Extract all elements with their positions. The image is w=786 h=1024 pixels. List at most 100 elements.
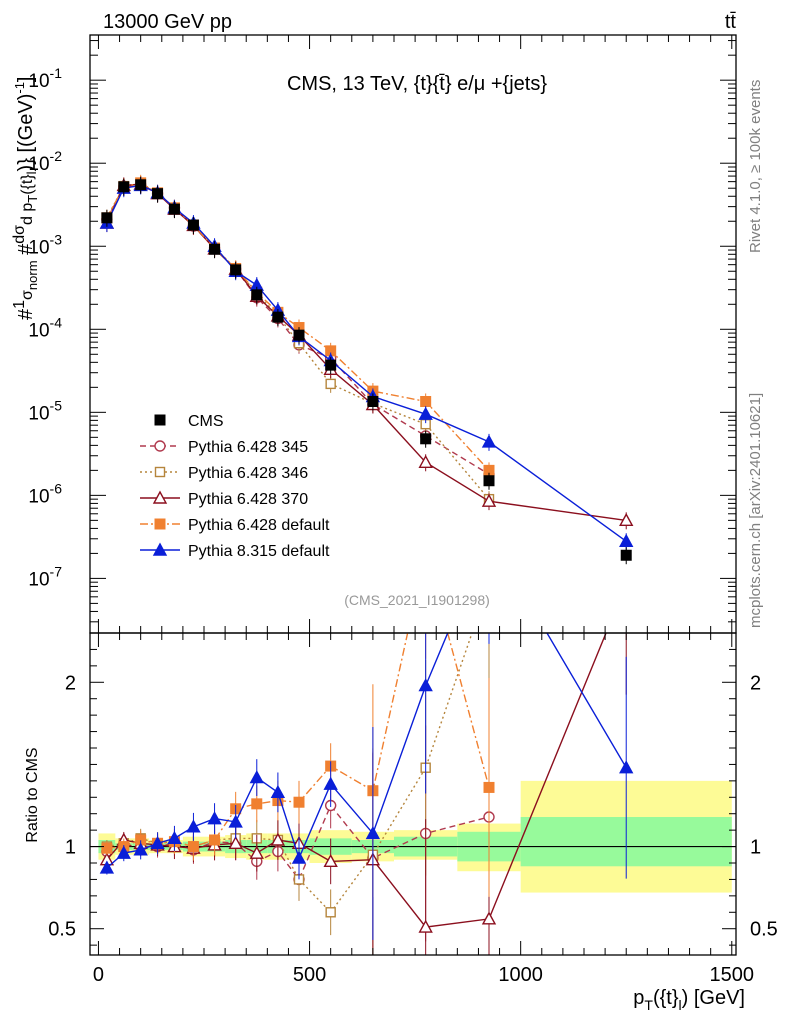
y-label-norm-sub: norm xyxy=(25,260,40,290)
series-line-p8 xyxy=(106,184,627,542)
ratio-point-p8 xyxy=(418,678,433,692)
ratio-y-tick-label-right: 0.5 xyxy=(750,919,778,941)
ratio-plot-frame xyxy=(89,632,737,956)
y-tick-label: 10-6 xyxy=(28,480,62,507)
ratio-point-p8 xyxy=(99,860,115,874)
ratio-point-p8 xyxy=(483,528,495,539)
y-tick-exponent: -3 xyxy=(50,231,63,247)
y-label-dsigma: dσ xyxy=(11,225,28,244)
main-plot-frame xyxy=(89,34,737,634)
ratio-y-axis-label: Ratio to CMS xyxy=(24,747,41,842)
legend: CMS Pythia 6.428 345 Pythia 6.428 346 Pythi… xyxy=(140,413,330,560)
ratio-point-pdef xyxy=(187,841,199,853)
ratio-point-p8 xyxy=(249,770,264,784)
y-label-hash: # xyxy=(15,243,37,261)
ratio-point-p8 xyxy=(186,819,201,833)
ratio-point-p8 xyxy=(207,811,222,825)
x-axis-label: pT({t}l) [GeV] xyxy=(633,987,745,1013)
ratio-point-pdef xyxy=(483,781,495,793)
y-label-t-sub: T xyxy=(25,195,40,203)
ratio-series-p8 xyxy=(99,528,634,940)
ratio-point-pdef xyxy=(251,798,263,810)
y-tick-exponent: -1 xyxy=(50,65,63,81)
data-point-pdef xyxy=(420,396,432,408)
x-tick-label: 1500 xyxy=(710,964,755,986)
y-tick-base: 10 xyxy=(28,403,49,424)
y-label-close: ] xyxy=(15,77,37,83)
ratio-point-p8 xyxy=(270,784,286,799)
main-y-axis-label: #1σnorm #dσd pT({t}l)} [(GeV)-1] xyxy=(11,77,40,320)
legend-entry-p8: Pythia 8.315 default xyxy=(140,542,330,560)
ratio-point-p8 xyxy=(133,842,148,856)
data-point-CMS xyxy=(135,179,147,191)
legend-marker xyxy=(154,466,166,478)
data-point-p370 xyxy=(481,493,497,507)
ratio-point-p370 xyxy=(418,919,433,933)
y-tick-base: 10 xyxy=(28,154,49,175)
main-data-layer xyxy=(99,174,634,565)
plot-title: CMS, 13 TeV, {t}{t̄} e/μ +{jets} xyxy=(287,73,547,95)
legend-marker xyxy=(154,518,166,530)
y-tick-label: 10-1 xyxy=(28,65,62,92)
legend-label: Pythia 6.428 default xyxy=(188,517,330,534)
ratio-series-p370 xyxy=(99,578,632,955)
ratio-point-p8 xyxy=(150,835,165,849)
legend-marker xyxy=(152,490,168,504)
ratio-y-tick-label-left: 1 xyxy=(65,837,76,859)
main-plot-panel: CMS, 13 TeV, {t}{t̄} e/μ +{jets} (CMS_20… xyxy=(28,34,737,634)
data-point-CMS xyxy=(325,359,337,371)
ratio-point-p370 xyxy=(323,853,338,868)
y-tick-exponent: -2 xyxy=(50,148,63,164)
y-tick-label: 10-2 xyxy=(28,148,62,175)
legend-label: Pythia 6.428 370 xyxy=(188,491,308,508)
x-label-tl: ({t} xyxy=(653,987,679,1009)
y-tick-base: 10 xyxy=(28,569,49,590)
ratio-point-p370 xyxy=(620,578,632,589)
ratio-line-p370 xyxy=(106,633,607,928)
data-point-CMS xyxy=(293,329,305,341)
ratio-point-p8 xyxy=(167,830,182,845)
y-label-one: 1 xyxy=(11,300,28,309)
legend-entry-p370: Pythia 6.428 370 xyxy=(140,490,308,508)
y-tick-base: 10 xyxy=(28,320,49,341)
ratio-point-p370 xyxy=(270,832,286,846)
y-label-exp: -1 xyxy=(12,82,27,94)
data-point-p370 xyxy=(418,454,433,469)
ratio-point-pdef xyxy=(421,546,431,556)
x-label-p: p xyxy=(633,987,644,1009)
data-point-CMS xyxy=(118,181,130,193)
legend-entry-pdef: Pythia 6.428 default xyxy=(140,517,330,534)
y-tick-label: 10-3 xyxy=(28,231,62,258)
data-point-CMS xyxy=(168,203,180,215)
y-tick-base: 10 xyxy=(28,71,49,92)
ratio-point-p8 xyxy=(323,776,338,790)
ratio-line-p346 xyxy=(106,633,473,914)
data-point-CMS xyxy=(187,219,199,231)
data-point-p346 xyxy=(325,378,336,390)
x-tick-label: 1000 xyxy=(498,964,543,986)
ratio-point-p370 xyxy=(249,845,264,859)
ratio-point-pdef xyxy=(209,834,221,846)
data-point-CMS xyxy=(620,549,632,561)
y-tick-exponent: -6 xyxy=(50,480,63,496)
ratio-point-p346 xyxy=(325,907,336,918)
legend-entry-p345: Pythia 6.428 345 xyxy=(140,439,308,456)
y-tick-base: 10 xyxy=(28,237,49,258)
y-label-sigma: σ xyxy=(19,290,36,300)
legend-marker xyxy=(152,542,168,556)
y-label-l-sub: l xyxy=(24,171,39,174)
data-point-p370 xyxy=(619,512,634,527)
ratio-y-tick-label-left: 2 xyxy=(65,672,76,694)
header-process-label: tt̄ xyxy=(725,11,737,33)
ratio-point-p370 xyxy=(228,835,243,849)
data-point-CMS xyxy=(230,264,242,276)
data-point-p8 xyxy=(481,434,497,448)
x-label-units: ) [GeV] xyxy=(682,987,745,1009)
y-label-dpt: d p xyxy=(19,203,36,225)
ratio-line-p8 xyxy=(106,633,627,869)
legend-label: CMS xyxy=(188,413,224,430)
analysis-watermark: (CMS_2021_I1901298) xyxy=(344,592,490,608)
y-tick-label: 10-4 xyxy=(28,314,62,341)
ratio-series-pdef xyxy=(101,546,495,898)
